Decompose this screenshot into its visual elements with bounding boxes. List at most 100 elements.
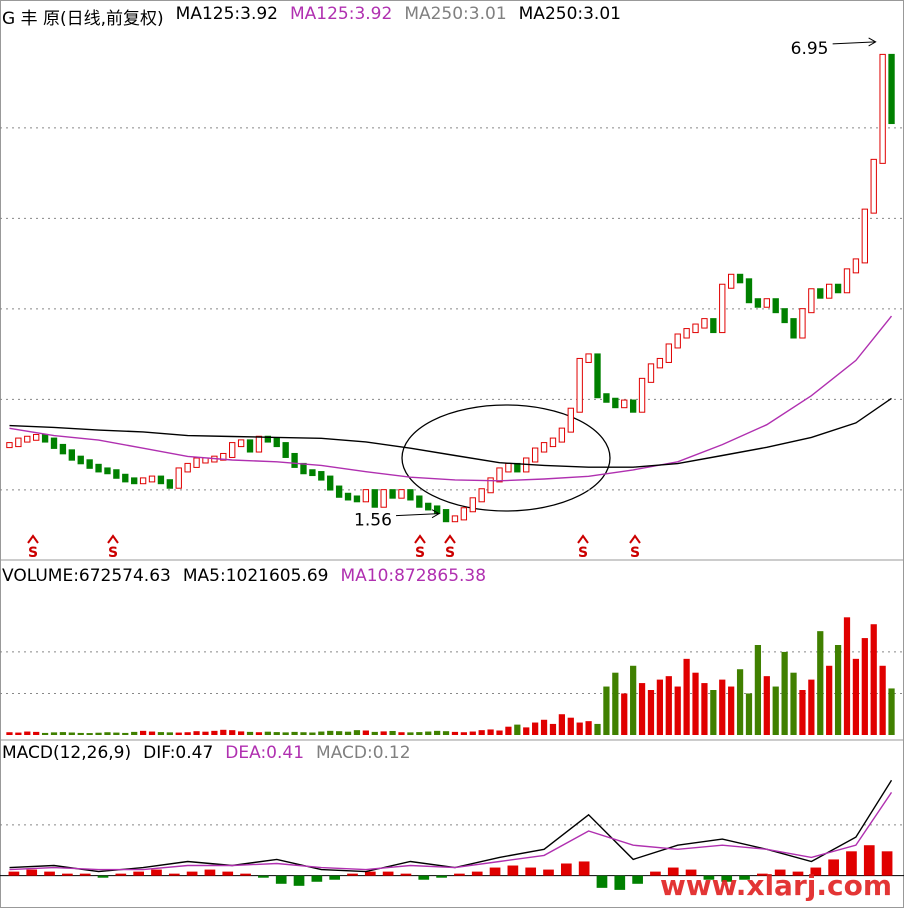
candle xyxy=(389,489,396,499)
candle xyxy=(469,497,476,513)
macd-bar xyxy=(560,863,572,876)
macd-bar xyxy=(578,861,590,876)
candle xyxy=(344,492,352,501)
macd-bar xyxy=(168,873,180,876)
candle xyxy=(576,357,583,413)
volume-bar xyxy=(621,693,628,735)
volume-bar xyxy=(139,730,147,735)
panel-title: MACD(12,26,9) xyxy=(2,743,132,763)
volume-bar xyxy=(41,732,49,735)
candle xyxy=(540,442,548,453)
candle xyxy=(638,377,646,413)
macd-bar xyxy=(26,869,38,876)
candle xyxy=(68,449,75,461)
candle xyxy=(487,477,494,494)
volume-bar xyxy=(202,731,209,735)
candle xyxy=(763,298,770,308)
volume-bar xyxy=(148,731,156,735)
candle xyxy=(139,477,147,485)
macd-bar xyxy=(275,875,287,884)
candle xyxy=(148,475,156,483)
volume-bar xyxy=(505,726,512,735)
volume-bar xyxy=(246,731,254,735)
candle xyxy=(754,298,762,308)
legend-entry: MA250:3.01 xyxy=(518,4,621,24)
volume-bar xyxy=(532,722,539,735)
candle xyxy=(745,278,753,304)
panel-title: VOLUME:672574.63 xyxy=(2,566,171,586)
volume-bar xyxy=(95,732,102,735)
volume-bar xyxy=(175,732,182,735)
macd-bar xyxy=(222,871,234,876)
signal-arrow xyxy=(629,534,641,544)
macd-header: MACD(12,26,9) DIF:0.47 DEA:0.41 MACD:0.12 xyxy=(2,743,411,763)
volume-bar xyxy=(612,672,619,735)
volume-bar xyxy=(33,731,40,735)
volume-bar xyxy=(888,688,895,735)
volume-bar xyxy=(549,723,557,735)
volume-bar xyxy=(255,732,263,735)
candle xyxy=(264,435,272,443)
volume-bar xyxy=(104,732,111,735)
candle xyxy=(888,53,895,125)
candle xyxy=(826,283,833,299)
volume-bar xyxy=(6,732,13,735)
volume-bar xyxy=(808,679,815,735)
macd-bar xyxy=(204,869,216,876)
candle xyxy=(59,443,67,455)
panel-title: G 丰 原(日线,前复权) xyxy=(2,9,164,29)
volume-bar xyxy=(131,731,138,735)
volume-bar xyxy=(264,731,271,735)
volume-bar xyxy=(790,672,797,735)
legend-entry: DIF:0.47 xyxy=(143,743,214,763)
candle xyxy=(184,462,191,473)
candle xyxy=(460,507,468,521)
line-dea xyxy=(9,792,893,871)
volume-bar xyxy=(59,732,67,735)
candle xyxy=(380,489,387,508)
volume-bar xyxy=(719,679,726,735)
macd-bar xyxy=(311,875,323,882)
legend-entry: MA125:3.92 xyxy=(175,4,278,24)
macd-bar xyxy=(739,875,750,880)
legend-entry: MA10:872865.38 xyxy=(340,566,487,586)
candle xyxy=(202,457,209,464)
candle xyxy=(612,397,619,409)
candle xyxy=(603,393,610,403)
signal-arrow xyxy=(107,534,119,544)
macd-bar xyxy=(543,869,554,876)
volume-bar xyxy=(434,730,441,735)
candle xyxy=(451,515,459,523)
volume-bar xyxy=(558,714,565,735)
candle xyxy=(131,477,138,485)
candle xyxy=(122,473,129,483)
volume-bar xyxy=(24,731,31,735)
price-annotation: 6.95 xyxy=(791,39,829,59)
volume-bar xyxy=(656,679,664,735)
candle xyxy=(505,462,512,473)
candle xyxy=(665,343,672,363)
signal-arrow xyxy=(444,534,456,544)
signal-label: S xyxy=(630,545,640,561)
candle xyxy=(656,357,664,369)
candle xyxy=(647,363,655,383)
macd-bar xyxy=(846,851,857,876)
volume-bar xyxy=(852,658,860,735)
candle xyxy=(817,288,824,299)
candle xyxy=(255,435,263,453)
candle xyxy=(719,283,726,334)
candle xyxy=(86,459,93,469)
signal-label: S xyxy=(108,545,118,561)
volume-bar xyxy=(487,729,494,735)
volume-bar xyxy=(585,721,592,735)
volume-header: VOLUME:672574.63 MA5:1021605.69 MA10:87286… xyxy=(2,566,486,586)
candle xyxy=(15,437,22,448)
macd-bar xyxy=(115,873,127,876)
macd-bar xyxy=(650,871,661,876)
volume-bar xyxy=(496,730,503,735)
volume-bar xyxy=(371,731,378,735)
legend-entry: MACD:0.12 xyxy=(316,743,411,763)
candle xyxy=(425,502,432,511)
